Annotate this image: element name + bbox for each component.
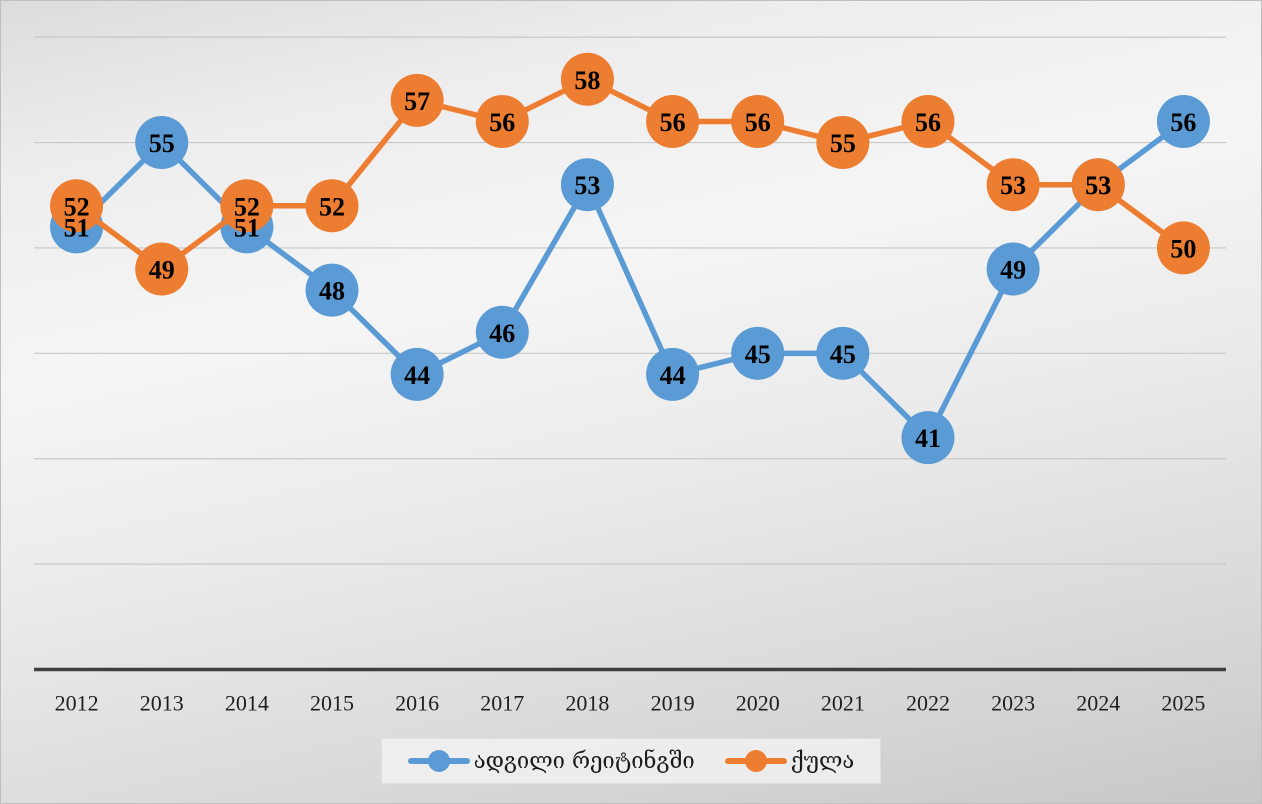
data-point <box>731 94 785 148</box>
x-tick-label: 2019 <box>651 691 695 716</box>
data-label: 55 <box>149 129 175 158</box>
series-0 <box>50 94 1210 465</box>
data-label: 53 <box>1000 171 1026 200</box>
data-label: 53 <box>1085 171 1111 200</box>
data-point <box>646 347 700 401</box>
data-label: 52 <box>319 192 345 221</box>
data-label: 55 <box>830 129 856 158</box>
data-label: 56 <box>660 108 686 137</box>
series-1 <box>50 52 1210 296</box>
orange-line-marker-icon <box>724 750 787 772</box>
x-tick-label: 2023 <box>991 691 1035 716</box>
legend-item-place[interactable]: ადგილი რეიტინგში <box>407 748 695 774</box>
data-label: 51 <box>64 213 90 242</box>
data-point <box>220 179 274 233</box>
data-label: 56 <box>745 108 771 137</box>
data-labels-group: 51 55 51 48 44 46 53 44 45 45 41 49 53 56 52 49 52 52 57 56… <box>64 66 1197 453</box>
data-point <box>816 326 870 380</box>
x-tick-label: 2020 <box>736 691 780 716</box>
data-point <box>475 305 529 359</box>
x-tick-label: 2012 <box>55 691 99 716</box>
x-tick-label: 2013 <box>140 691 184 716</box>
data-label: 53 <box>574 171 600 200</box>
data-point <box>1071 158 1125 212</box>
data-point <box>816 116 870 170</box>
data-label: 51 <box>234 213 260 242</box>
data-label: 49 <box>1000 256 1026 285</box>
data-point <box>135 116 189 170</box>
data-point <box>901 411 955 465</box>
data-label: 45 <box>745 340 771 369</box>
data-point <box>646 94 700 148</box>
data-label: 44 <box>660 361 686 390</box>
data-label: 56 <box>915 108 941 137</box>
x-tick-label: 2024 <box>1076 691 1120 716</box>
data-label: 46 <box>489 319 515 348</box>
data-label: 44 <box>404 361 430 390</box>
data-label: 45 <box>830 340 856 369</box>
data-point <box>390 73 444 127</box>
data-point <box>986 242 1040 296</box>
data-point <box>135 242 189 296</box>
data-label: 56 <box>1170 108 1196 137</box>
data-point <box>986 158 1040 212</box>
data-label: 57 <box>404 87 430 116</box>
data-point <box>305 179 359 233</box>
gridlines-group <box>34 36 1226 565</box>
data-point <box>50 179 104 233</box>
x-tick-labels-group: 2012 2013 2014 2015 2016 2017 2018 2019 2020 2021… <box>55 691 1206 716</box>
data-label: 52 <box>64 192 90 221</box>
data-point <box>305 263 359 317</box>
x-tick-label: 2015 <box>310 691 354 716</box>
x-tick-label: 2017 <box>480 691 524 716</box>
legend-label-place: ადგილი რეიტინგში <box>473 748 695 774</box>
legend-item-score[interactable]: ქულა <box>724 748 855 774</box>
x-tick-label: 2014 <box>225 691 269 716</box>
x-tick-label: 2016 <box>395 691 439 716</box>
data-point <box>390 347 444 401</box>
data-label: 58 <box>574 66 600 95</box>
data-label: 52 <box>234 192 260 221</box>
blue-line-marker-icon <box>407 750 470 772</box>
data-point <box>560 158 614 212</box>
data-label: 56 <box>489 108 515 137</box>
data-point <box>560 52 614 106</box>
data-point <box>731 326 785 380</box>
x-tick-label: 2018 <box>565 691 609 716</box>
data-point <box>475 94 529 148</box>
x-tick-label: 2022 <box>906 691 950 716</box>
x-tick-label: 2021 <box>821 691 865 716</box>
legend-label-score: ქულა <box>790 748 855 774</box>
data-label: 53 <box>1085 171 1111 200</box>
data-label: 50 <box>1170 234 1196 263</box>
data-label: 41 <box>915 424 941 453</box>
data-point <box>1156 94 1210 148</box>
chart-legend: ადგილი რეიტინგში ქულა <box>381 738 881 784</box>
x-tick-label: 2025 <box>1161 691 1205 716</box>
data-point <box>1156 221 1210 275</box>
data-point <box>901 94 955 148</box>
data-label: 49 <box>149 256 175 285</box>
data-label: 48 <box>319 277 345 306</box>
